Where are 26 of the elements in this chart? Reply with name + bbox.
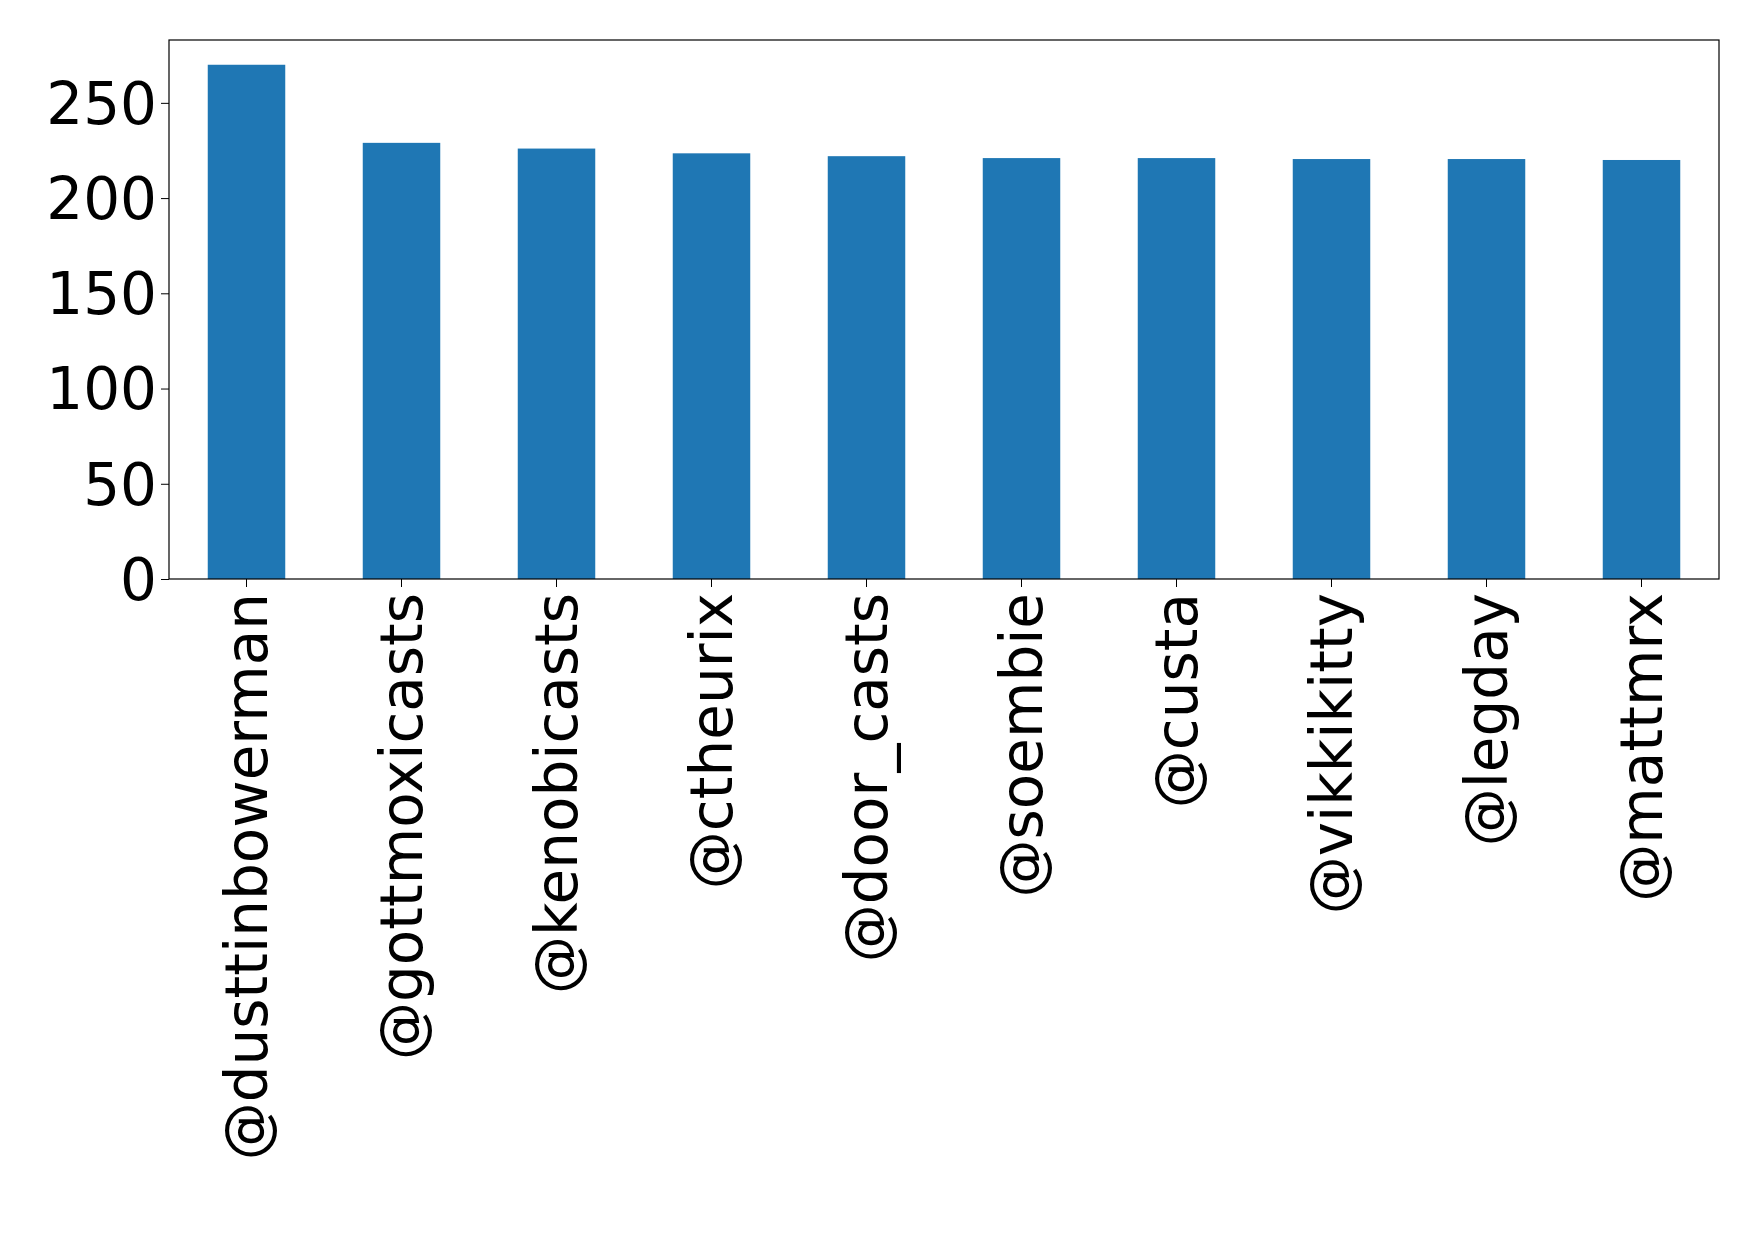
y-tick-label: 200 (46, 164, 157, 233)
bar (1137, 158, 1216, 579)
x-tick-label: @mattmrx (1607, 593, 1676, 902)
x-tick-label: @legday (1452, 593, 1521, 847)
y-tick-label: 0 (120, 545, 157, 614)
x-tick-label: @custa (1142, 593, 1211, 809)
y-tick-label: 50 (83, 450, 157, 519)
bar (207, 64, 286, 579)
y-tick-label: 250 (46, 69, 157, 138)
x-tick-label: @gottmoxicasts (367, 593, 436, 1061)
bar (1292, 159, 1371, 579)
x-tick-label: @vikkikitty (1297, 593, 1366, 915)
bar (827, 156, 906, 579)
bar (1602, 159, 1681, 579)
bar (982, 158, 1061, 579)
y-tick-label: 100 (46, 355, 157, 424)
bar (517, 148, 596, 579)
bar (362, 142, 441, 579)
y-tick-label: 150 (46, 260, 157, 329)
bar (672, 153, 751, 579)
x-tick-label: @door_casts (832, 593, 901, 963)
x-tick-label: @kenobicasts (522, 593, 591, 994)
x-tick-label: @dusttinbowerman (212, 593, 281, 1161)
x-tick-label: @soembie (987, 593, 1056, 898)
x-tick-label: @ctheurix (677, 593, 746, 890)
bar (1447, 159, 1526, 579)
